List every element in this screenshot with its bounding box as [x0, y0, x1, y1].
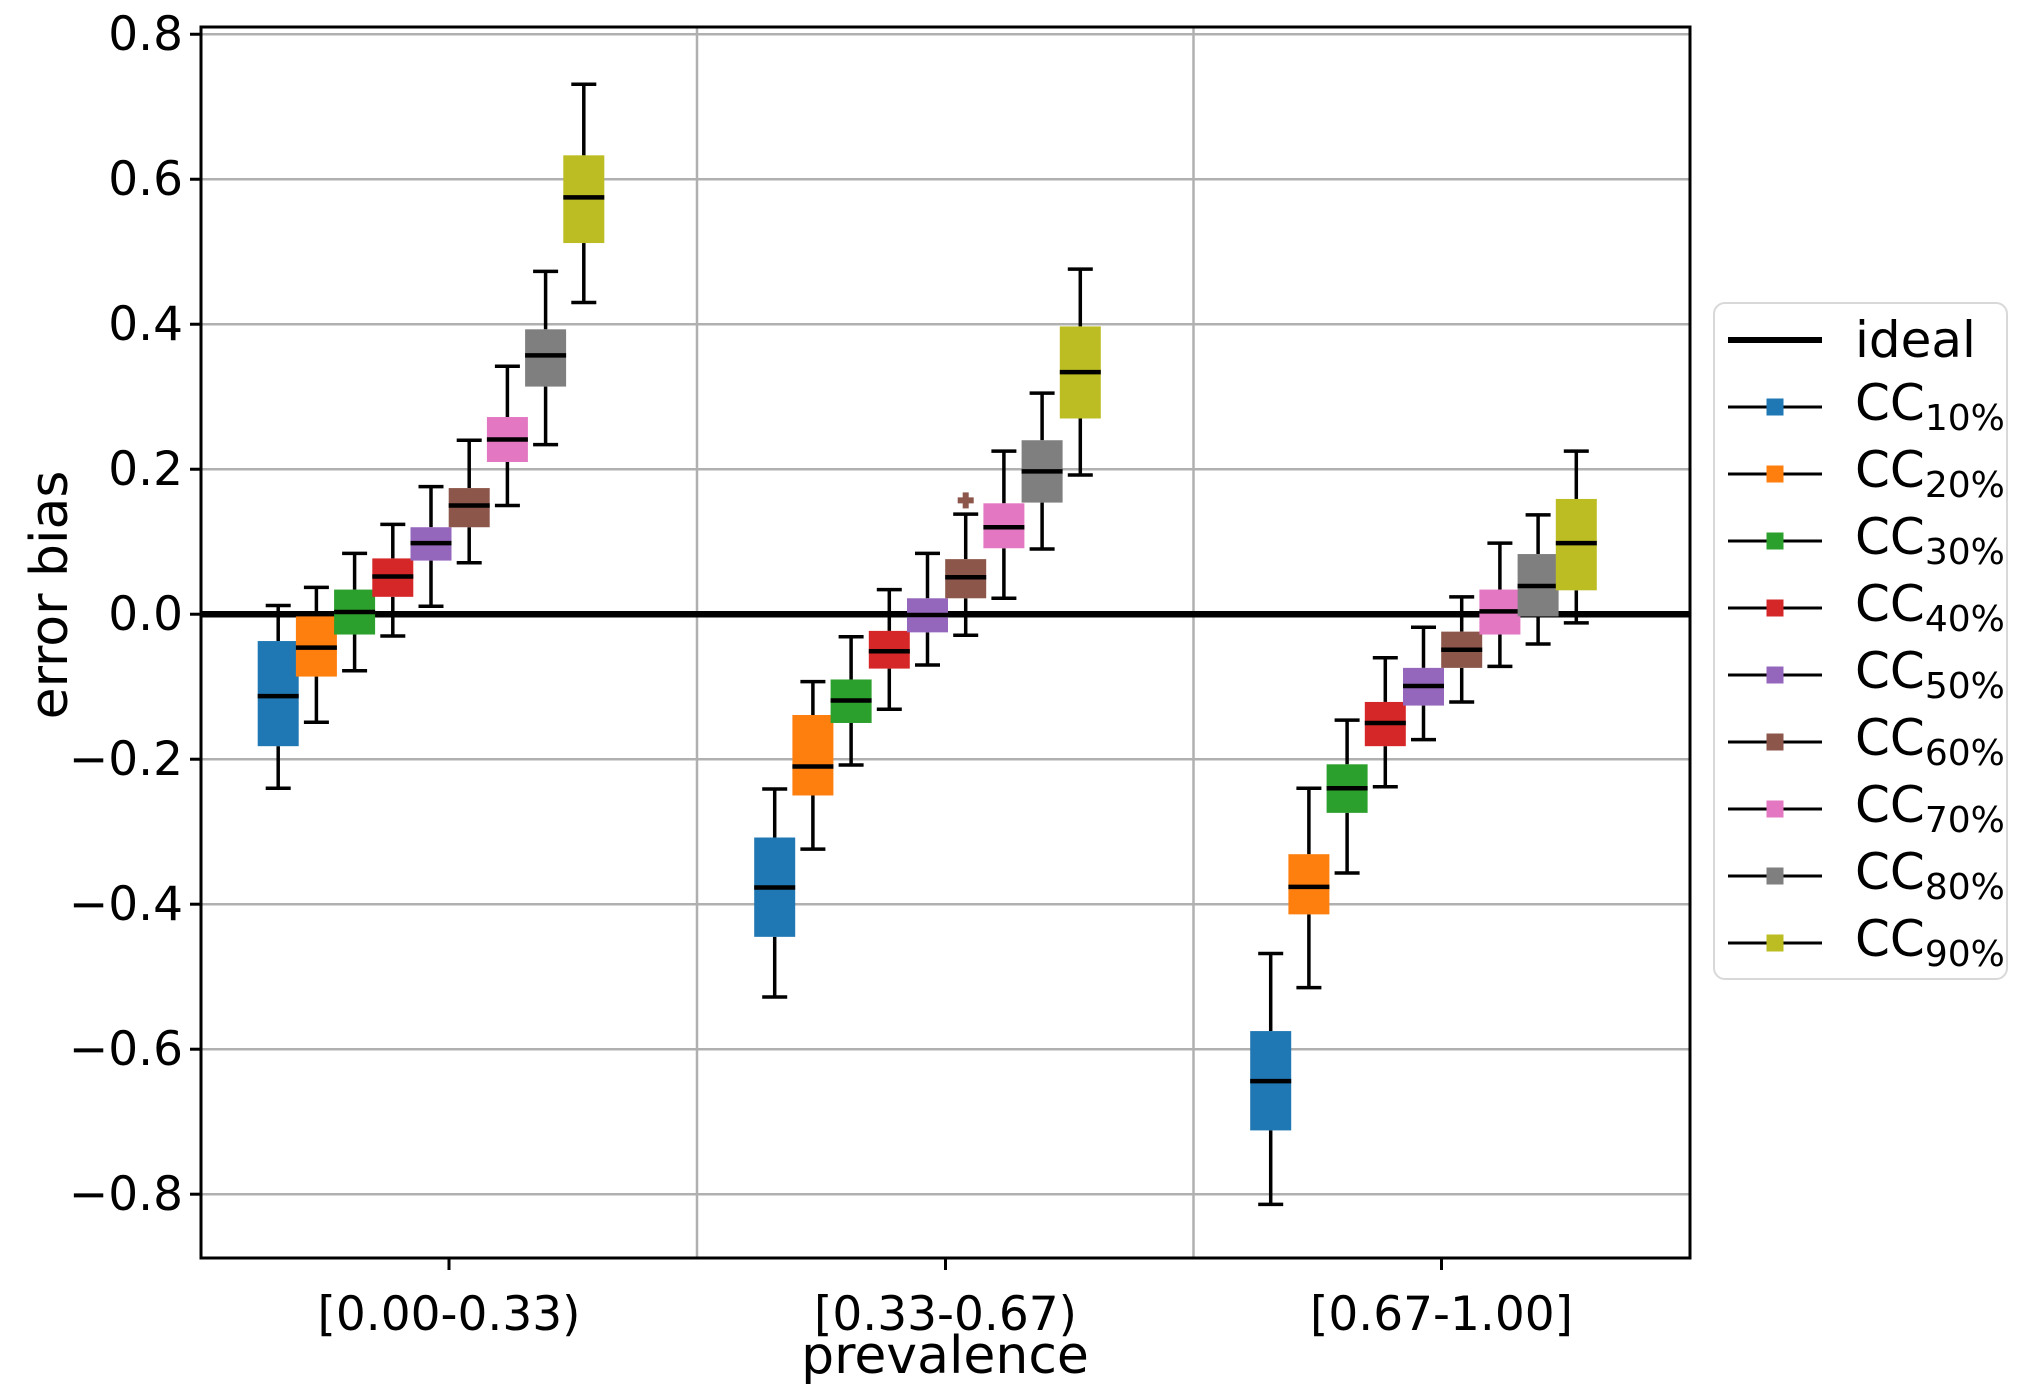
legend-sample-CC20% [1728, 440, 1822, 507]
legend-sample-CC80% [1728, 842, 1822, 909]
legend-rows: ideal CC10% CC20% CC30% CC40% CC50% CC60% CC70%… [1715, 304, 2006, 976]
legend-box-icon-CC10% [1766, 398, 1784, 415]
box-CC10%-group1 [257, 641, 299, 747]
legend-box-icon-CC40% [1766, 599, 1784, 616]
legend-label-CC20%: CC20% [1855, 441, 2005, 506]
legend-label-CC40%: CC40% [1855, 575, 2005, 640]
y-tick-label-0.6: 0.6 [108, 152, 183, 207]
legend-item-CC20%: CC20% [1715, 440, 2006, 507]
legend: ideal CC10% CC20% CC30% CC40% CC50% CC60% CC70%… [1713, 302, 2008, 980]
ideal-line-icon [1728, 336, 1822, 343]
y-tick-label--0.4: −0.4 [69, 877, 183, 932]
legend-sample-ideal [1728, 306, 1822, 373]
legend-item-CC30%: CC30% [1715, 507, 2006, 574]
y-tick-label-0: 0.0 [108, 587, 183, 642]
legend-box-icon-CC20% [1766, 465, 1784, 482]
legend-item-CC70%: CC70% [1715, 775, 2006, 842]
legend-box-icon-CC50% [1766, 666, 1784, 683]
legend-label-CC90%: CC90% [1855, 910, 2005, 975]
x-tick-label-2: [0.67-1.00] [1310, 1287, 1573, 1342]
legend-item-CC10%: CC10% [1715, 373, 2006, 440]
legend-sample-CC90% [1728, 909, 1822, 976]
legend-sample-CC30% [1728, 507, 1822, 574]
legend-label-CC80%: CC80% [1855, 843, 2005, 908]
legend-item-CC90%: CC90% [1715, 909, 2006, 976]
legend-label-CC60%: CC60% [1855, 709, 2005, 774]
legend-label-ideal: ideal [1855, 310, 1976, 369]
y-tick-label-0.2: 0.2 [108, 442, 183, 497]
y-tick-label--0.8: −0.8 [69, 1167, 183, 1222]
y-tick-label-0.4: 0.4 [108, 297, 183, 352]
y-tick-label--0.6: −0.6 [69, 1022, 183, 1077]
legend-sample-CC50% [1728, 641, 1822, 708]
legend-box-icon-CC30% [1766, 532, 1784, 549]
legend-box-icon-CC80% [1766, 867, 1784, 884]
legend-box-icon-CC70% [1766, 800, 1784, 817]
legend-item-CC50%: CC50% [1715, 641, 2006, 708]
box-CC80%-group1 [525, 329, 567, 387]
legend-sample-CC70% [1728, 775, 1822, 842]
legend-box-icon-CC90% [1766, 934, 1784, 951]
x-axis-label: prevalence [801, 1326, 1089, 1386]
x-tick-label-0: [0.00-0.33) [318, 1287, 581, 1342]
legend-item-CC40%: CC40% [1715, 574, 2006, 641]
legend-item-ideal: ideal [1715, 306, 2006, 373]
legend-sample-CC40% [1728, 574, 1822, 641]
y-axis-label: error bias [20, 470, 80, 720]
legend-label-CC30%: CC30% [1855, 508, 2005, 573]
legend-box-icon-CC60% [1766, 733, 1784, 750]
legend-sample-CC10% [1728, 373, 1822, 440]
legend-label-CC50%: CC50% [1855, 642, 2005, 707]
box-CC20%-group3 [1288, 854, 1330, 915]
legend-label-CC70%: CC70% [1855, 776, 2005, 841]
x-tick-label-1: [0.33-0.67) [814, 1287, 1077, 1342]
box-CC20%-group2 [792, 714, 834, 796]
legend-sample-CC60% [1728, 708, 1822, 775]
legend-item-CC60%: CC60% [1715, 708, 2006, 775]
legend-item-CC80%: CC80% [1715, 842, 2006, 909]
y-tick-label-0.8: 0.8 [108, 7, 183, 62]
legend-label-CC10%: CC10% [1855, 374, 2005, 439]
y-tick-label--0.2: −0.2 [69, 732, 183, 787]
